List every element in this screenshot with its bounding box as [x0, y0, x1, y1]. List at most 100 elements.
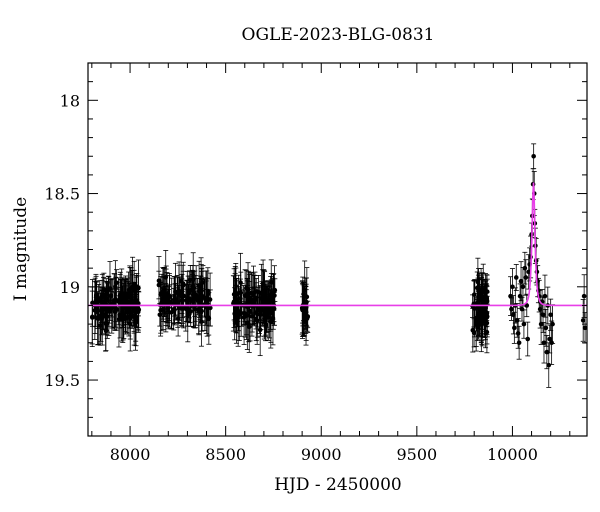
- data-point: [305, 314, 311, 320]
- data-point: [247, 308, 253, 314]
- data-point: [207, 297, 213, 302]
- data-point: [131, 307, 137, 312]
- data-point: [522, 265, 528, 271]
- data-point: [111, 298, 117, 303]
- data-point: [102, 300, 108, 306]
- data-point: [178, 278, 184, 284]
- data-point: [304, 294, 310, 300]
- data-point: [512, 325, 517, 331]
- data-point: [186, 290, 192, 296]
- data-point: [161, 292, 166, 298]
- data-point: [100, 312, 105, 317]
- data-point: [543, 325, 549, 331]
- data-point: [300, 307, 305, 312]
- y-tick-label: 19.5: [44, 371, 80, 390]
- data-point: [242, 310, 247, 316]
- data-point: [484, 320, 490, 326]
- data-point: [540, 312, 546, 318]
- data-point: [523, 275, 529, 280]
- data-point: [256, 289, 261, 295]
- data-point: [117, 312, 123, 318]
- data-point: [272, 287, 278, 293]
- data-point: [116, 316, 122, 322]
- data-point: [581, 293, 587, 299]
- data-point: [195, 298, 201, 303]
- data-point: [190, 287, 195, 293]
- data-point: [257, 327, 263, 333]
- data-point: [124, 292, 129, 297]
- data-point: [548, 312, 553, 318]
- data-point: [516, 340, 522, 346]
- data-point: [265, 315, 271, 320]
- data-point: [520, 284, 526, 290]
- data-point: [133, 297, 139, 303]
- data-points: [89, 143, 587, 388]
- y-tick-label: 18.5: [44, 185, 80, 204]
- data-point: [519, 306, 525, 312]
- data-point: [531, 153, 536, 159]
- x-tick-label: 9500: [396, 445, 437, 464]
- data-point: [255, 312, 260, 317]
- data-point: [547, 336, 553, 342]
- data-point: [546, 362, 552, 368]
- data-point: [124, 310, 130, 315]
- axis-ticks: 8000 8500 9000 9500 10000 18 18.5 19 19.5: [44, 62, 587, 464]
- data-point: [195, 294, 200, 299]
- chart-title: OGLE-2023-BLG-0831: [242, 25, 435, 45]
- data-point: [205, 291, 211, 297]
- data-point: [191, 297, 196, 302]
- data-point: [89, 315, 95, 320]
- data-point: [476, 289, 482, 295]
- data-point: [263, 322, 269, 328]
- data-point: [521, 321, 527, 327]
- x-axis-label: HJD - 2450000: [274, 475, 402, 495]
- data-point: [253, 316, 259, 322]
- data-point: [232, 311, 237, 317]
- plot-frame: [87, 62, 588, 437]
- data-point: [185, 296, 190, 302]
- data-point: [263, 298, 269, 304]
- data-point: [199, 319, 204, 325]
- data-point: [471, 330, 477, 336]
- y-axis-label: I magnitude: [11, 197, 31, 301]
- y-tick-label: 18: [60, 91, 80, 110]
- data-point: [163, 297, 169, 302]
- model-curve: [88, 182, 587, 307]
- data-point: [478, 315, 484, 321]
- data-point: [173, 296, 179, 302]
- data-point: [550, 321, 555, 327]
- data-point: [542, 293, 548, 299]
- y-tick-label: 19: [60, 278, 80, 297]
- data-point: [479, 295, 485, 301]
- data-point: [114, 280, 119, 286]
- data-point: [108, 293, 114, 299]
- data-point: [475, 317, 480, 323]
- data-point: [251, 297, 257, 302]
- data-point: [582, 325, 587, 331]
- data-point: [541, 340, 547, 346]
- data-point: [515, 331, 521, 336]
- data-point: [580, 318, 586, 323]
- data-point: [260, 281, 266, 287]
- data-point: [538, 321, 544, 327]
- data-point: [508, 293, 513, 299]
- data-point: [157, 312, 163, 318]
- data-point: [94, 295, 100, 300]
- data-point: [269, 291, 274, 297]
- x-tick-label: 10000: [487, 445, 538, 464]
- x-tick-label: 8000: [110, 445, 151, 464]
- data-point: [122, 297, 127, 302]
- data-point: [518, 278, 524, 284]
- data-point: [129, 299, 135, 304]
- data-point: [510, 284, 515, 290]
- data-point: [245, 291, 250, 297]
- data-point: [247, 295, 252, 301]
- data-point: [156, 278, 162, 284]
- data-point: [131, 281, 137, 287]
- data-point: [525, 336, 531, 342]
- data-point: [245, 287, 251, 292]
- plot-area: [88, 143, 587, 388]
- data-point: [513, 275, 519, 280]
- data-point: [238, 310, 244, 316]
